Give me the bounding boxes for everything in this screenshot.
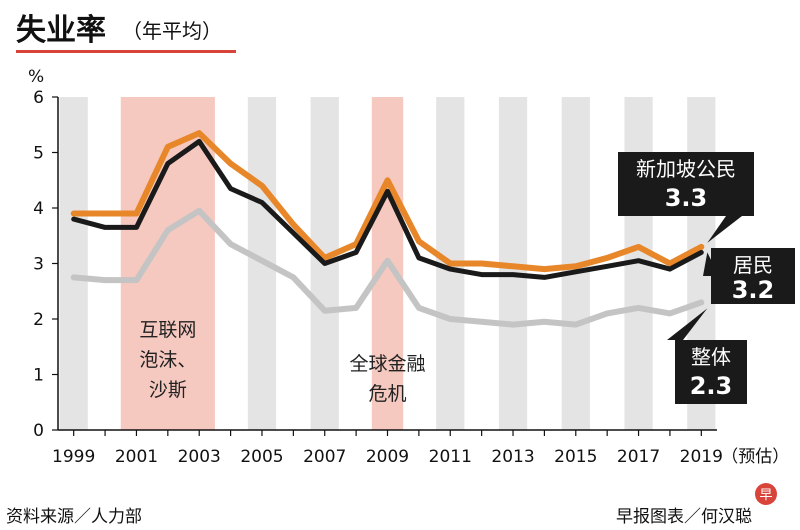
event-label-line: 沙斯 bbox=[149, 379, 187, 401]
x-tick-label: 2011 bbox=[429, 447, 472, 467]
y-axis-label: % bbox=[28, 67, 44, 87]
y-tick-label: 2 bbox=[33, 310, 44, 330]
callout-value: 3.3 bbox=[665, 184, 708, 212]
callout-name: 居民 bbox=[733, 253, 773, 277]
source-note: 资料来源／人力部 bbox=[6, 507, 142, 527]
x-tick-label: 2003 bbox=[178, 447, 221, 467]
y-tick-label: 0 bbox=[33, 421, 44, 441]
credit-note: 早报图表／何汉聪 bbox=[616, 507, 752, 527]
callout-pointer bbox=[707, 216, 742, 243]
callout-name: 新加坡公民 bbox=[636, 157, 736, 181]
y-tick-label: 4 bbox=[33, 199, 44, 219]
logo-circle bbox=[755, 483, 777, 505]
callout-2: 整体 2.3 bbox=[667, 308, 747, 404]
chart-subtitle: （年平均） bbox=[122, 19, 222, 43]
x-tick-label: 2005 bbox=[240, 447, 283, 467]
x-tick-label: 1999 bbox=[52, 447, 95, 467]
series-line-1 bbox=[71, 138, 704, 280]
y-tick-label: 5 bbox=[33, 144, 44, 164]
event-label-line: 全球金融 bbox=[349, 353, 425, 375]
callout-0: 新加坡公民 3.3 bbox=[618, 152, 754, 243]
x-tick-label: 2015 bbox=[554, 447, 597, 467]
x-tick-label: 2007 bbox=[303, 447, 346, 467]
callout-1: 居民3.2 bbox=[703, 248, 795, 304]
callout-value: 2.3 bbox=[690, 372, 733, 400]
event-label-line: 互联网 bbox=[139, 319, 196, 341]
series-lines bbox=[70, 130, 705, 328]
logo-char: 早 bbox=[759, 488, 772, 503]
x-tick-label: 2017 bbox=[617, 447, 660, 467]
x-axis-suffix: （预估） bbox=[721, 447, 789, 467]
logo: 早 bbox=[755, 483, 777, 505]
y-tick-label: 3 bbox=[33, 255, 44, 275]
x-tick-label: 2019 bbox=[680, 447, 723, 467]
callout-box bbox=[618, 152, 754, 216]
callout-pointer bbox=[667, 308, 708, 340]
axes: 0 1 2 3 4 5 6 1999 2001 2003 2005 2007 2009 2011 2013 2… bbox=[33, 88, 789, 467]
x-tick-label: 2009 bbox=[366, 447, 409, 467]
year-band bbox=[59, 97, 88, 430]
series-line-2 bbox=[70, 207, 705, 328]
title-underline bbox=[16, 50, 236, 53]
chart-title: 失业率 bbox=[16, 13, 106, 48]
event-label-line: 危机 bbox=[368, 383, 406, 405]
y-tick-label: 1 bbox=[33, 366, 44, 386]
series-line-0 bbox=[70, 130, 705, 273]
x-tick-label: 2001 bbox=[115, 447, 158, 467]
x-tick-label: 2013 bbox=[491, 447, 534, 467]
callouts: 新加坡公民 3.3 居民3.2 整体 2.3 bbox=[618, 152, 795, 404]
callout-box bbox=[675, 340, 747, 404]
callout-value: 3.2 bbox=[732, 276, 775, 304]
callout-box bbox=[711, 248, 795, 304]
callout-name: 整体 bbox=[691, 345, 731, 369]
y-tick-label: 6 bbox=[33, 88, 44, 108]
event-label-line: 泡沫、 bbox=[139, 349, 196, 371]
